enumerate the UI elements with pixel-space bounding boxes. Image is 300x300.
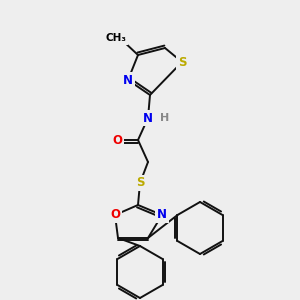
- Text: S: S: [136, 176, 144, 190]
- Text: N: N: [157, 208, 167, 221]
- Text: H: H: [160, 113, 169, 123]
- Text: N: N: [123, 74, 133, 86]
- Text: O: O: [110, 208, 120, 221]
- Text: CH₃: CH₃: [106, 33, 127, 43]
- Text: O: O: [112, 134, 122, 146]
- Text: N: N: [143, 112, 153, 124]
- Text: S: S: [178, 56, 186, 68]
